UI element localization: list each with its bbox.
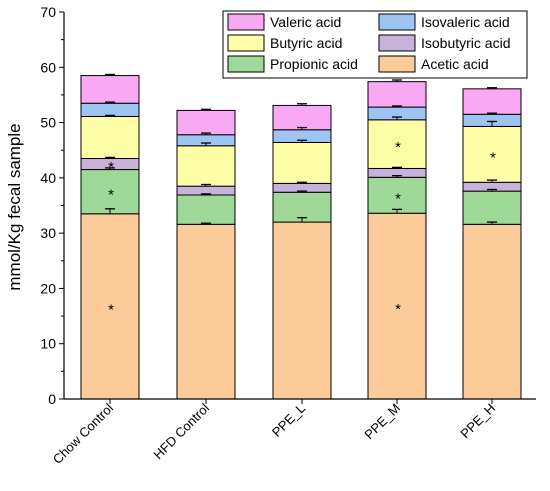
legend-swatch bbox=[227, 13, 265, 31]
legend-label: Butyric acid bbox=[270, 35, 342, 51]
bar-segment bbox=[462, 190, 522, 225]
y-axis-title: mmol/Kg fecal sample bbox=[5, 123, 24, 290]
significance-marker: * bbox=[108, 187, 114, 204]
legend-swatch bbox=[227, 55, 265, 73]
significance-markers-layer: * * * * * * * bbox=[108, 139, 496, 318]
y-tick-label: 10 bbox=[40, 336, 56, 352]
legend-box bbox=[222, 10, 528, 79]
bar-segment bbox=[176, 194, 236, 225]
axes-layer bbox=[59, 11, 536, 404]
bar-segment bbox=[367, 176, 427, 214]
bar-segment bbox=[176, 109, 236, 136]
significance-marker: * bbox=[108, 159, 114, 176]
x-category-label: PPE_L bbox=[269, 401, 308, 440]
y-tick-label: 60 bbox=[40, 59, 56, 75]
y-tick-label: 50 bbox=[40, 115, 56, 131]
significance-marker: * bbox=[108, 301, 114, 318]
legend-label: Isovaleric acid bbox=[421, 14, 510, 30]
significance-marker: * bbox=[395, 139, 401, 156]
bar-segment bbox=[272, 221, 332, 400]
legend-label: Isobutyric acid bbox=[421, 35, 510, 51]
legend-swatch bbox=[227, 34, 265, 52]
bar-segment bbox=[462, 88, 522, 115]
legend-label: Propionic acid bbox=[270, 56, 358, 72]
x-category-label: HFD Control bbox=[150, 400, 212, 462]
x-category-label: Chow Control bbox=[50, 400, 116, 466]
legend-swatch bbox=[378, 34, 416, 52]
bar-segment bbox=[272, 141, 332, 184]
legend-label: Valeric acid bbox=[270, 14, 341, 30]
legend-label: Acetic acid bbox=[421, 56, 489, 72]
bar-segment bbox=[80, 75, 140, 104]
y-tick-label: 30 bbox=[40, 225, 56, 241]
bar-segment bbox=[80, 115, 140, 160]
y-tick-label: 0 bbox=[48, 391, 56, 407]
x-category-label: PPE_H bbox=[457, 401, 498, 442]
x-category-label: PPE_M bbox=[361, 401, 403, 443]
y-tick-label: 20 bbox=[40, 280, 56, 296]
y-tick-label: 40 bbox=[40, 170, 56, 186]
bar-segment bbox=[367, 81, 427, 108]
bar-segment bbox=[176, 223, 236, 400]
bar-segment bbox=[176, 145, 236, 187]
bar-segment bbox=[367, 119, 427, 169]
bar-segment bbox=[80, 213, 140, 400]
legend-swatch bbox=[378, 13, 416, 31]
bar-segment bbox=[272, 104, 332, 131]
legend: Valeric acid Isovaleric acid Butyric acid I… bbox=[222, 10, 528, 79]
bar-segment bbox=[80, 169, 140, 215]
legend-swatch bbox=[378, 55, 416, 73]
significance-marker: * bbox=[395, 190, 401, 207]
bars-layer bbox=[80, 75, 522, 400]
y-tick-label: 70 bbox=[40, 4, 56, 20]
error-bars-layer bbox=[105, 73, 497, 225]
bar-segment bbox=[80, 102, 140, 117]
significance-marker: * bbox=[490, 149, 496, 166]
bar-segment bbox=[367, 212, 427, 400]
bar-segment bbox=[462, 223, 522, 400]
significance-marker: * bbox=[395, 301, 401, 318]
